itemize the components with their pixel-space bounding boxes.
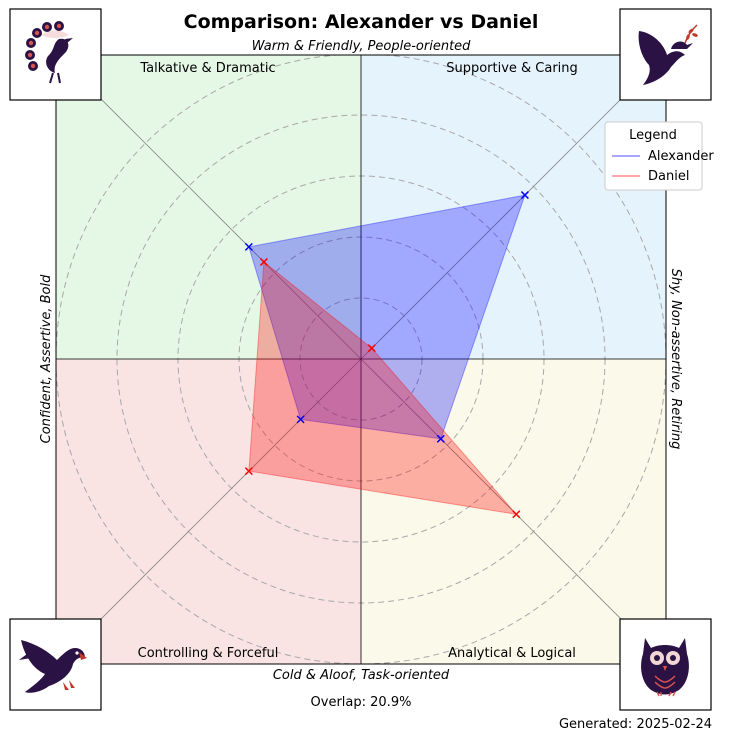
plot-frame	[55, 54, 667, 665]
legend-label-daniel: Daniel	[648, 169, 689, 184]
series-point-daniel	[244, 467, 253, 476]
legend-box	[604, 121, 703, 191]
peacock-icon	[9, 8, 102, 101]
axis-label-right: Shy, Non-assertive, Retiring	[668, 269, 683, 450]
eagle-icon	[9, 618, 102, 711]
axis-label-left: Confident, Assertive, Bold	[39, 274, 54, 443]
quadrant-label-top-left: Talkative & Dramatic	[139, 61, 275, 76]
legend: Legend Alexander Daniel	[604, 121, 714, 191]
series-point-alexander	[244, 242, 253, 251]
axis-label-top: Warm & Friendly, People-oriented	[252, 39, 472, 54]
owl-icon	[619, 618, 712, 711]
series-point-alexander	[296, 415, 305, 424]
legend-title: Legend	[629, 128, 677, 143]
dove-icon	[619, 8, 712, 101]
series-point-alexander	[520, 191, 529, 200]
series-point-daniel	[259, 257, 268, 266]
axis-label-bottom: Cold & Aloof, Task-oriented	[273, 668, 450, 683]
chart-title: Comparison: Alexander vs Daniel	[184, 11, 539, 33]
center-axes	[56, 55, 666, 664]
quadrant-label-bottom-right: Analytical & Logical	[448, 646, 576, 661]
quadrant-label-top-right: Supportive & Caring	[446, 61, 578, 76]
legend-label-alexander: Alexander	[648, 149, 714, 164]
series-point-alexander	[436, 434, 445, 443]
generated-text: Generated: 2025-02-24	[559, 717, 712, 732]
series-point-daniel	[512, 510, 521, 519]
quadrant-label-bottom-left: Controlling & Forceful	[138, 646, 279, 661]
series-layer	[244, 191, 529, 519]
series-point-daniel	[367, 344, 376, 353]
overlap-text: Overlap: 20.9%	[311, 695, 412, 710]
